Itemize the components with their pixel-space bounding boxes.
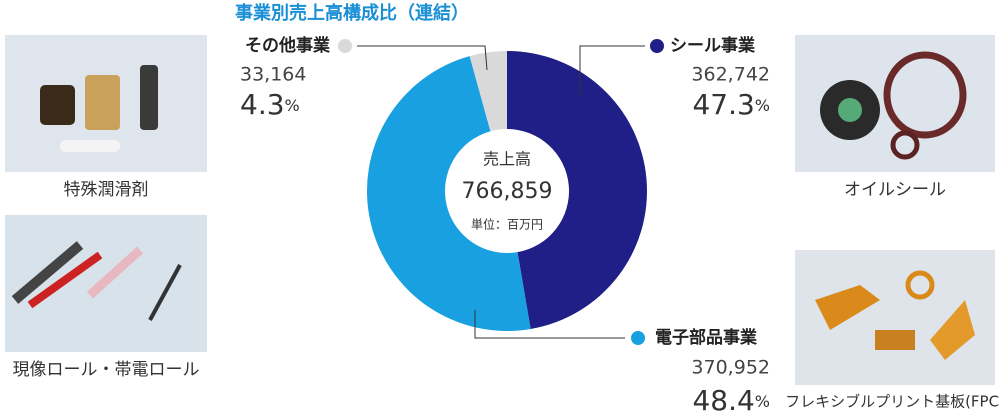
total: 766,859 bbox=[462, 179, 553, 204]
amount-label: 33,164 bbox=[240, 64, 306, 86]
pie-segment bbox=[367, 56, 531, 331]
unit-note: 単位：百万円 bbox=[471, 217, 543, 232]
segment-name: その他事業 bbox=[245, 35, 330, 56]
photo bbox=[795, 250, 995, 385]
percent-unit: % bbox=[755, 96, 770, 115]
segment-name: シール事業 bbox=[670, 35, 755, 56]
photo-caption: 現像ロール・帯電ロール bbox=[13, 360, 200, 380]
percent-label: 47.3% bbox=[692, 88, 770, 121]
photo bbox=[795, 35, 995, 172]
center-label: 売上高 bbox=[483, 150, 531, 169]
percent-value: 4.3 bbox=[240, 88, 285, 121]
photo-caption: オイルシール bbox=[844, 180, 946, 200]
pie-segment bbox=[469, 51, 507, 132]
leader-line bbox=[357, 45, 488, 71]
chart-title: 事業別売上高構成比（連結） bbox=[235, 2, 469, 24]
amount-label: 362,742 bbox=[691, 64, 770, 86]
amount-label: 370,952 bbox=[691, 357, 770, 379]
percent-label: 48.4% bbox=[692, 384, 770, 417]
percent-value: 48.4 bbox=[692, 384, 754, 417]
legend-dot bbox=[650, 39, 664, 53]
pie-segment bbox=[507, 51, 647, 329]
leader-line bbox=[474, 310, 625, 339]
legend-dot bbox=[631, 331, 645, 345]
segment-name: 電子部品事業 bbox=[655, 327, 757, 348]
percent-label: 4.3% bbox=[240, 88, 300, 121]
leader-line bbox=[579, 45, 645, 95]
photo-caption: 特殊潤滑剤 bbox=[64, 180, 149, 200]
photo bbox=[5, 35, 207, 172]
percent-unit: % bbox=[755, 392, 770, 411]
percent-unit: % bbox=[285, 96, 300, 115]
percent-value: 47.3 bbox=[692, 88, 754, 121]
photo-caption: フレキシブルプリント基板(FPC) bbox=[785, 393, 1000, 411]
legend-dot bbox=[338, 39, 352, 53]
photo bbox=[5, 215, 207, 352]
